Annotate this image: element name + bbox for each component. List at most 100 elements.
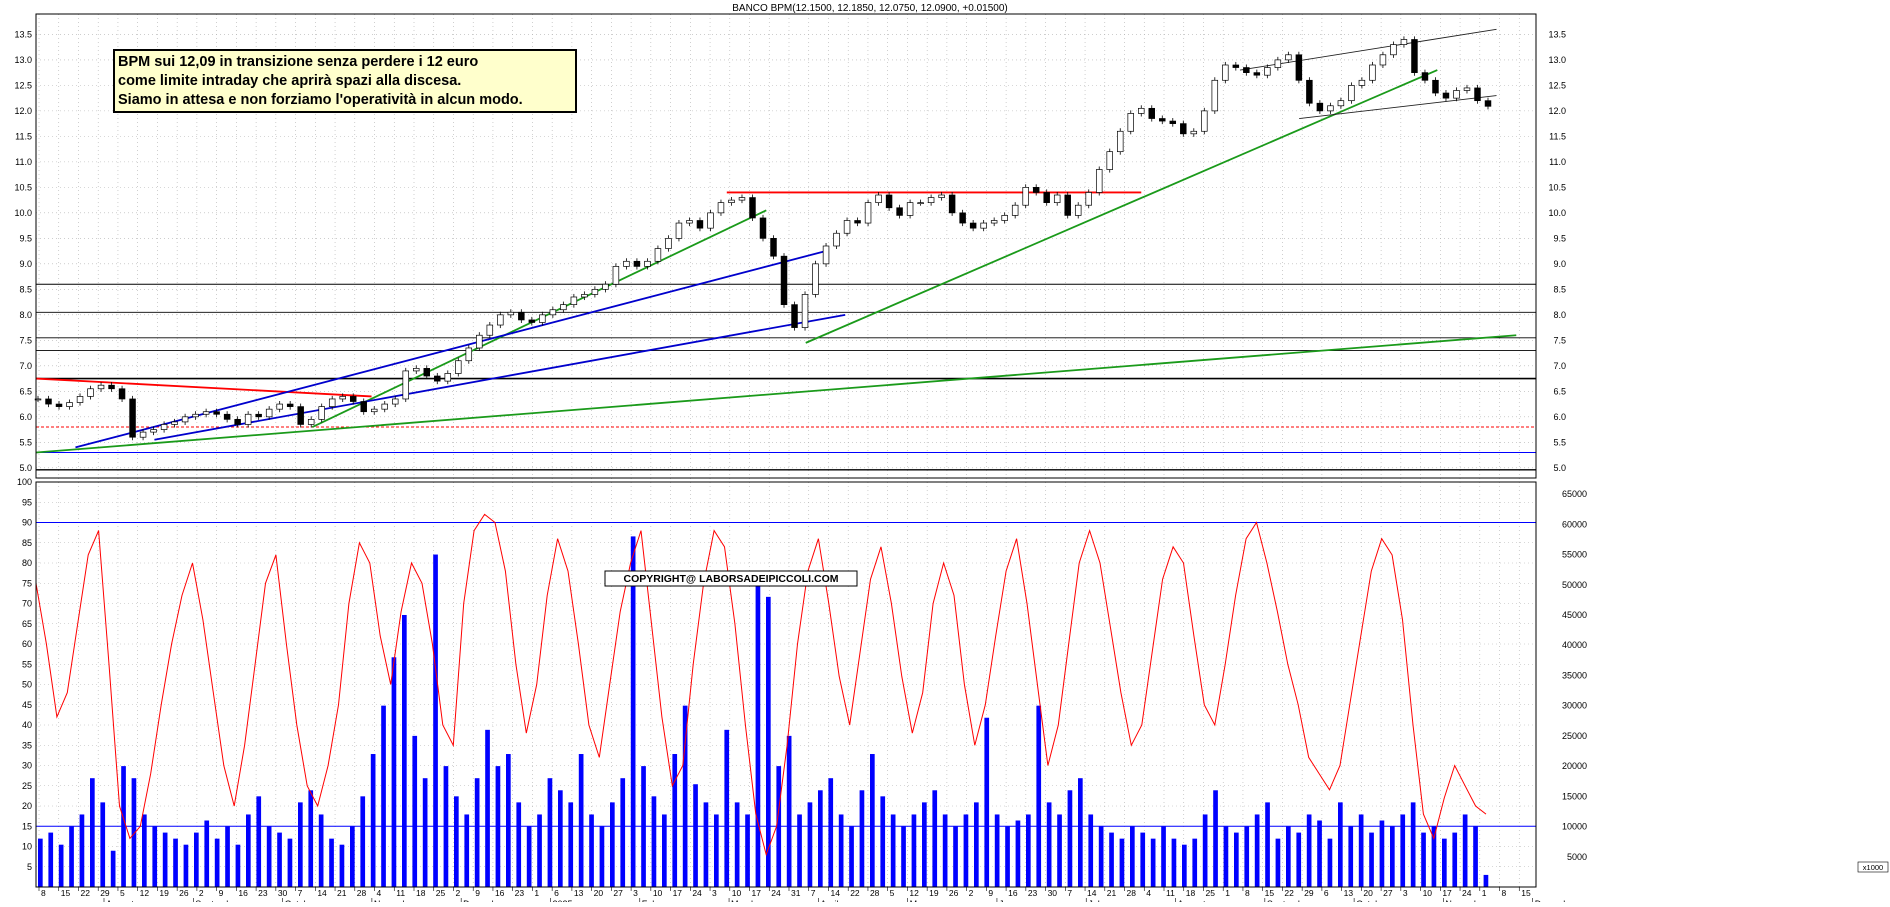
candle-body xyxy=(812,263,819,295)
volume-bar xyxy=(537,814,542,887)
volume-bar xyxy=(412,735,418,887)
candle-body xyxy=(1190,130,1198,135)
x-day-label: 25 xyxy=(1205,888,1215,898)
volume-bar xyxy=(682,705,688,887)
candle-body xyxy=(801,294,809,328)
x-day-label: 16 xyxy=(495,888,505,898)
candle-body xyxy=(1180,123,1187,135)
y-tick-label-left: 8.5 xyxy=(19,284,32,294)
candle-body xyxy=(570,296,578,305)
volume-bar xyxy=(1338,802,1343,887)
candle-body xyxy=(1201,110,1208,132)
volume-bar xyxy=(454,796,459,887)
candle-body xyxy=(528,319,536,323)
volume-bar xyxy=(1119,838,1125,887)
volume-bar xyxy=(558,790,563,887)
candle-body xyxy=(497,314,504,326)
x-day-label: 28 xyxy=(870,888,880,898)
y-tick-label-right: 10.0 xyxy=(1548,208,1566,218)
volume-bar xyxy=(360,796,366,887)
candle-body xyxy=(518,311,525,321)
candle-body xyxy=(108,384,115,390)
volume-bar xyxy=(932,790,938,887)
volume-bar xyxy=(1026,814,1031,887)
volume-bar xyxy=(880,796,886,887)
volume-bar xyxy=(1390,826,1395,887)
y-tick-label-right: 8.5 xyxy=(1553,284,1566,294)
x-day-label: 27 xyxy=(613,888,623,898)
indicator-panel-frame xyxy=(35,481,1537,888)
x-day-label: 16 xyxy=(238,888,248,898)
candle-body xyxy=(1053,194,1061,204)
trendline xyxy=(35,377,372,398)
x-day-label: 8 xyxy=(1502,888,1507,898)
candle-body xyxy=(392,398,399,405)
candle-body xyxy=(202,411,210,415)
candle-body xyxy=(507,311,515,316)
volume-tick-label: 15000 xyxy=(1562,791,1587,801)
y-tick-label-right: 10.5 xyxy=(1548,182,1566,192)
y-tick-label-left: 9.5 xyxy=(19,233,32,243)
osc-tick-label: 65 xyxy=(22,619,32,629)
volume-tick-label: 50000 xyxy=(1562,580,1587,590)
volume-bar xyxy=(246,814,251,887)
volume-bar xyxy=(1358,814,1364,887)
candle-body xyxy=(66,402,73,407)
candle-body xyxy=(150,429,157,433)
candle-body xyxy=(1159,118,1166,122)
x-day-label: 10 xyxy=(1423,888,1433,898)
candle-body xyxy=(307,419,315,425)
candle-body xyxy=(906,202,914,216)
x-day-label: 7 xyxy=(1067,888,1072,898)
x-day-label: 21 xyxy=(337,888,347,898)
candle-body xyxy=(1032,187,1040,193)
x-day-label: 14 xyxy=(1087,888,1097,898)
y-tick-label-right: 11.5 xyxy=(1549,131,1566,141)
y-tick-label-left: 5.0 xyxy=(19,463,32,473)
volume-tick-label: 10000 xyxy=(1562,822,1587,832)
volume-bar xyxy=(797,814,802,887)
candle-body xyxy=(1148,107,1156,119)
volume-bar xyxy=(1442,838,1447,887)
y-tick-label-right: 6.0 xyxy=(1553,412,1566,422)
candle-body xyxy=(286,403,294,407)
candle-body xyxy=(822,245,830,265)
volume-bar xyxy=(703,802,709,887)
x-day-label: 6 xyxy=(1324,888,1329,898)
volume-bar xyxy=(1171,838,1177,887)
volume-bar xyxy=(786,735,792,887)
volume-bar xyxy=(714,814,719,887)
x-day-label: 3 xyxy=(1403,888,1408,898)
candle-body xyxy=(139,431,147,438)
candle-body xyxy=(1453,90,1460,99)
x-day-label: 30 xyxy=(278,888,288,898)
volume-bar xyxy=(1130,826,1135,887)
volume-bar xyxy=(173,838,178,887)
volume-bar xyxy=(121,766,126,887)
volume-bar xyxy=(1265,802,1270,887)
volume-bar xyxy=(277,832,282,887)
trendline xyxy=(1299,95,1497,119)
x-day-label: 28 xyxy=(357,888,367,898)
candle-body xyxy=(1043,192,1050,204)
volume-bar xyxy=(1473,826,1478,887)
x-day-label: 22 xyxy=(1284,888,1294,898)
volume-bar xyxy=(953,826,958,887)
candle-body xyxy=(1022,187,1029,206)
volume-bar xyxy=(526,826,532,887)
candle-body xyxy=(833,232,840,247)
candle-body xyxy=(1232,64,1240,68)
volume-bar xyxy=(1369,832,1374,887)
candle-body xyxy=(602,283,609,290)
candle-body xyxy=(1222,64,1229,81)
candle-body xyxy=(297,406,304,425)
volume-bar xyxy=(1182,844,1187,887)
volume-bar xyxy=(1088,814,1094,887)
volume-bar xyxy=(870,754,875,887)
x-day-label: 2 xyxy=(455,888,460,898)
candle-body xyxy=(455,360,462,374)
candle-body xyxy=(160,424,168,430)
volume-bar xyxy=(100,802,106,887)
chart-title: BANCO BPM(12.1500, 12.1850, 12.0750, 12.… xyxy=(732,3,1007,14)
candle-body xyxy=(444,373,452,382)
